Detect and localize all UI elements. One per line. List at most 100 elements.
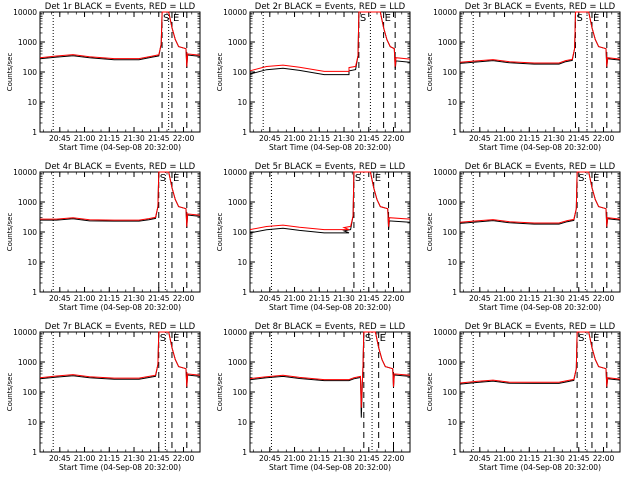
x-axis-label: Start Time (04-Sep-08 20:32:00) bbox=[269, 143, 391, 152]
x-tick-label: 21:15 bbox=[98, 134, 120, 143]
x-tick-label: 21:30 bbox=[333, 454, 355, 463]
y-tick-label: 10000 bbox=[223, 328, 247, 337]
marker-label-S: S bbox=[360, 13, 366, 24]
y-tick-label: 1 bbox=[242, 128, 247, 137]
y-tick-label: 1000 bbox=[228, 38, 247, 47]
panel-title: Det 5r BLACK = Events, RED = LLD bbox=[255, 162, 406, 172]
panel-title: Det 3r BLACK = Events, RED = LLD bbox=[465, 2, 616, 12]
x-tick-label: 21:30 bbox=[543, 134, 565, 143]
x-tick-label: 21:45 bbox=[148, 134, 170, 143]
marker-label-S: S bbox=[163, 13, 169, 24]
x-tick-label: 21:30 bbox=[333, 294, 355, 303]
y-axis-label: Counts/sec bbox=[216, 213, 224, 252]
series-lld-line bbox=[459, 331, 621, 387]
x-tick-label: 21:45 bbox=[568, 294, 590, 303]
y-tick-label: 10 bbox=[27, 418, 37, 427]
panel-title: Det 4r BLACK = Events, RED = LLD bbox=[45, 162, 196, 172]
x-tick-label: 22:00 bbox=[173, 294, 195, 303]
y-axis-label: Counts/sec bbox=[6, 213, 14, 252]
x-tick-label: 22:00 bbox=[383, 294, 405, 303]
x-axis-label: Start Time (04-Sep-08 20:32:00) bbox=[479, 303, 601, 312]
x-tick-label: 21:15 bbox=[98, 294, 120, 303]
x-tick-label: 21:30 bbox=[333, 134, 355, 143]
panel-title: Det 1r BLACK = Events, RED = LLD bbox=[45, 2, 196, 12]
plot-frame bbox=[249, 11, 411, 133]
x-tick-label: 21:30 bbox=[123, 454, 145, 463]
panel-det5r: Det 5r BLACK = Events, RED = LLD 1 10 100 10… bbox=[216, 162, 411, 312]
x-tick-label: 21:00 bbox=[74, 454, 96, 463]
x-tick-label: 21:30 bbox=[543, 454, 565, 463]
panel-title: Det 2r BLACK = Events, RED = LLD bbox=[255, 2, 406, 12]
series-lld-line bbox=[249, 331, 411, 408]
y-tick-label: 10 bbox=[27, 98, 37, 107]
plot-frame bbox=[39, 171, 201, 293]
marker-label-E: E bbox=[173, 13, 179, 24]
x-axis-label: Start Time (04-Sep-08 20:32:00) bbox=[479, 463, 601, 472]
x-tick-label: 20:45 bbox=[259, 134, 281, 143]
marker-label-S: S bbox=[578, 333, 584, 344]
x-tick-label: 20:45 bbox=[49, 294, 71, 303]
x-tick-label: 22:00 bbox=[593, 294, 615, 303]
y-tick-label: 100 bbox=[23, 68, 38, 77]
y-tick-label: 1 bbox=[242, 288, 247, 297]
x-axis-label: Start Time (04-Sep-08 20:32:00) bbox=[269, 463, 391, 472]
plot-frame bbox=[459, 331, 621, 453]
marker-label-E: E bbox=[593, 173, 599, 184]
panel-det1r: Det 1r BLACK = Events, RED = LLD 1 10 100 10… bbox=[6, 2, 201, 152]
x-tick-label: 21:30 bbox=[123, 134, 145, 143]
x-tick-label: 20:45 bbox=[49, 454, 71, 463]
x-tick-label: 21:15 bbox=[98, 454, 120, 463]
marker-label-E: E bbox=[375, 173, 381, 184]
x-tick-label: 21:45 bbox=[148, 294, 170, 303]
series-lld-line bbox=[39, 331, 201, 387]
x-tick-label: 20:45 bbox=[469, 294, 491, 303]
y-tick-label: 10000 bbox=[223, 168, 247, 177]
marker-label-E: E bbox=[380, 333, 386, 344]
x-tick-label: 21:00 bbox=[494, 454, 516, 463]
y-tick-label: 1 bbox=[32, 448, 37, 457]
panel-title: Det 9r BLACK = Events, RED = LLD bbox=[465, 322, 616, 332]
x-tick-label: 21:30 bbox=[123, 294, 145, 303]
x-tick-label: 21:15 bbox=[518, 454, 540, 463]
y-tick-label: 10000 bbox=[13, 8, 37, 17]
marker-label-E: E bbox=[593, 13, 599, 24]
x-tick-label: 21:45 bbox=[568, 454, 590, 463]
panel-det6r: Det 6r BLACK = Events, RED = LLD 1 10 100 10… bbox=[426, 162, 621, 312]
x-tick-label: 21:15 bbox=[308, 134, 330, 143]
y-axis-label: Counts/sec bbox=[216, 373, 224, 412]
plot-frame bbox=[39, 331, 201, 453]
x-axis-label: Start Time (04-Sep-08 20:32:00) bbox=[269, 303, 391, 312]
y-tick-label: 10 bbox=[237, 258, 247, 267]
y-axis-label: Counts/sec bbox=[426, 213, 434, 252]
x-tick-label: 21:00 bbox=[74, 134, 96, 143]
plot-frame bbox=[249, 171, 411, 293]
y-tick-label: 10 bbox=[447, 98, 457, 107]
y-tick-label: 1000 bbox=[228, 198, 247, 207]
x-axis-label: Start Time (04-Sep-08 20:32:00) bbox=[59, 463, 181, 472]
marker-label-S: S bbox=[160, 173, 166, 184]
panel-title: Det 6r BLACK = Events, RED = LLD bbox=[465, 162, 616, 172]
y-tick-label: 10000 bbox=[13, 168, 37, 177]
x-tick-label: 21:00 bbox=[284, 454, 306, 463]
plot-frame bbox=[459, 11, 621, 133]
panel-det9r: Det 9r BLACK = Events, RED = LLD 1 10 100 10… bbox=[426, 322, 621, 472]
x-tick-label: 22:00 bbox=[593, 134, 615, 143]
marker-label-S: S bbox=[160, 333, 166, 344]
y-tick-label: 10000 bbox=[13, 328, 37, 337]
y-tick-label: 1000 bbox=[228, 358, 247, 367]
y-tick-label: 1 bbox=[242, 448, 247, 457]
x-tick-label: 20:45 bbox=[259, 454, 281, 463]
plot-frame bbox=[459, 171, 621, 293]
series-lld-line bbox=[459, 11, 621, 67]
y-tick-label: 10000 bbox=[223, 8, 247, 17]
x-tick-label: 21:00 bbox=[284, 294, 306, 303]
x-tick-label: 21:15 bbox=[518, 294, 540, 303]
y-tick-label: 1 bbox=[32, 288, 37, 297]
x-tick-label: 20:45 bbox=[469, 454, 491, 463]
x-tick-label: 21:15 bbox=[308, 294, 330, 303]
series-events-line bbox=[249, 331, 411, 418]
y-tick-label: 1000 bbox=[438, 198, 457, 207]
y-tick-label: 1 bbox=[452, 448, 457, 457]
y-tick-label: 10 bbox=[447, 258, 457, 267]
